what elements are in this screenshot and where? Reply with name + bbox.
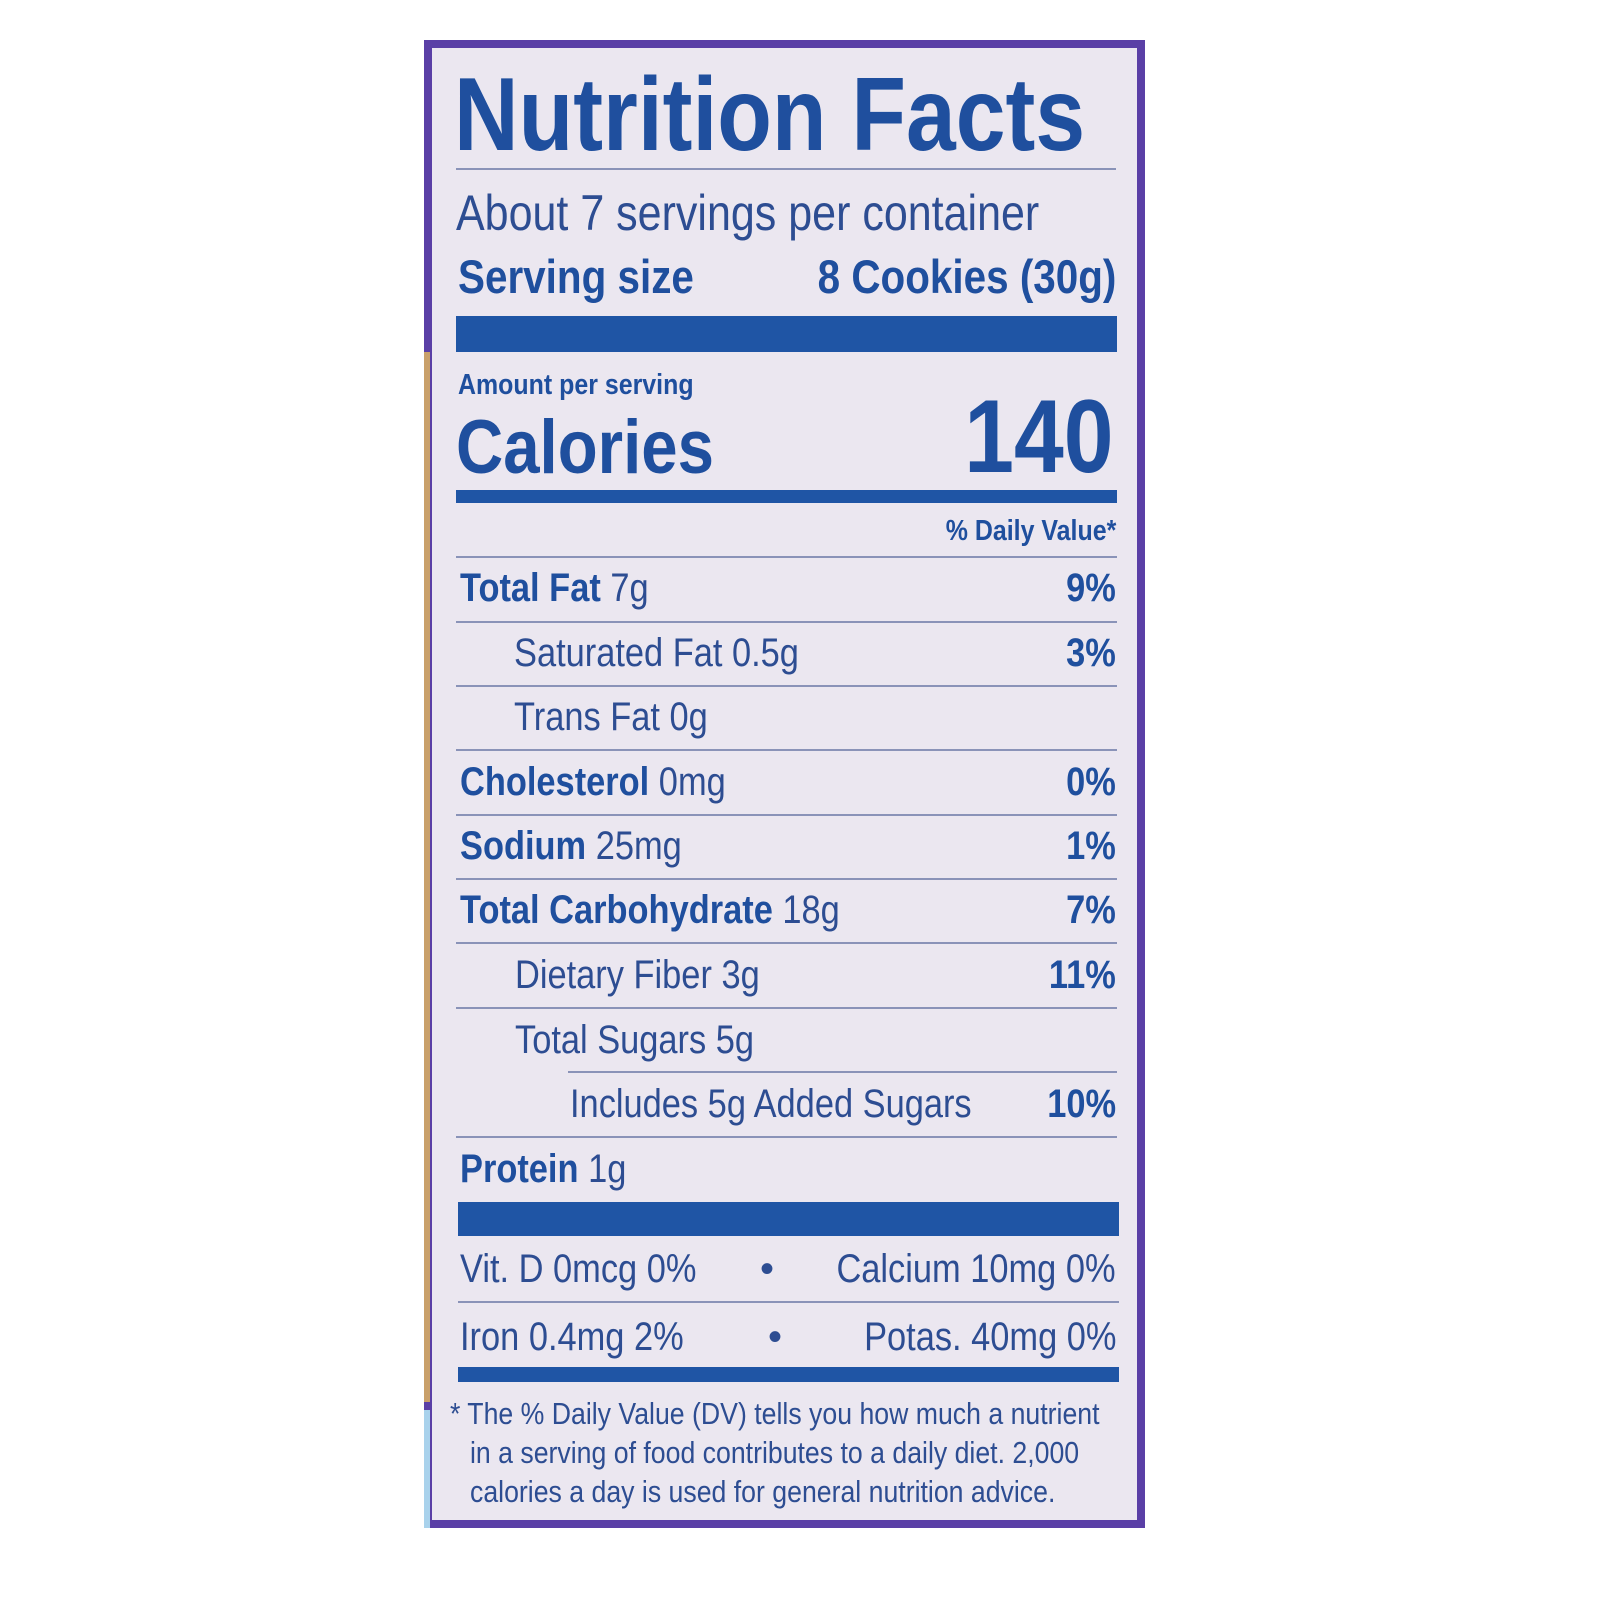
divider [456, 942, 1117, 944]
nutrient-row-dietary-fiber: Dietary Fiber 3g 11% [515, 953, 1116, 997]
daily-value-header: % Daily Value* [945, 515, 1116, 547]
calories-label: Calories [456, 405, 714, 490]
divider [456, 878, 1117, 880]
divider [456, 168, 1116, 170]
divider [456, 749, 1117, 751]
nutrient-row-sodium: Sodium 25mg 1% [460, 824, 1116, 868]
nutrient-row-saturated-fat: Saturated Fat 0.5g 3% [514, 631, 1116, 675]
serving-size-label: Serving size [458, 250, 694, 303]
divider [568, 1071, 1117, 1073]
thick-divider [456, 316, 1117, 352]
divider [456, 814, 1117, 816]
thick-divider [458, 1202, 1119, 1236]
nutrient-row-added-sugars: Includes 5g Added Sugars 10% [570, 1082, 1116, 1126]
divider [456, 1007, 1117, 1009]
package-edge-blue [424, 1410, 430, 1528]
package-edge [424, 352, 430, 1402]
nutrition-label [432, 48, 1137, 1520]
calories-value: 140 [964, 379, 1114, 495]
nutrient-row-total-sugars: Total Sugars 5g [515, 1018, 755, 1062]
divider [456, 621, 1117, 623]
footnote: * The % Daily Value (DV) tells you how m… [450, 1396, 1100, 1509]
divider [456, 1136, 1117, 1138]
divider [458, 1301, 1119, 1303]
nutrient-row-total-carbohydrate: Total Carbohydrate 18g 7% [460, 888, 1116, 932]
divider [456, 685, 1117, 687]
servings-per-container: About 7 servings per container [456, 185, 1040, 241]
vitamin-row: Iron 0.4mg 2% • Potas. 40mg 0% [460, 1315, 1116, 1359]
label-title: Nutrition Facts [454, 57, 1086, 173]
nutrient-row-cholesterol: Cholesterol 0mg 0% [460, 760, 1116, 804]
nutrient-row-total-fat: Total Fat 7g 9% [460, 566, 1116, 610]
nutrient-row-protein: Protein 1g [460, 1147, 627, 1191]
nutrient-row-trans-fat: Trans Fat 0g [514, 695, 708, 739]
amount-per-serving: Amount per serving [458, 369, 694, 401]
vitamin-row: Vit. D 0mcg 0% • Calcium 10mg 0% [460, 1247, 1116, 1291]
divider [456, 556, 1117, 558]
serving-size-value: 8 Cookies (30g) [817, 250, 1116, 303]
medium-divider [456, 490, 1117, 503]
medium-divider [458, 1367, 1119, 1382]
